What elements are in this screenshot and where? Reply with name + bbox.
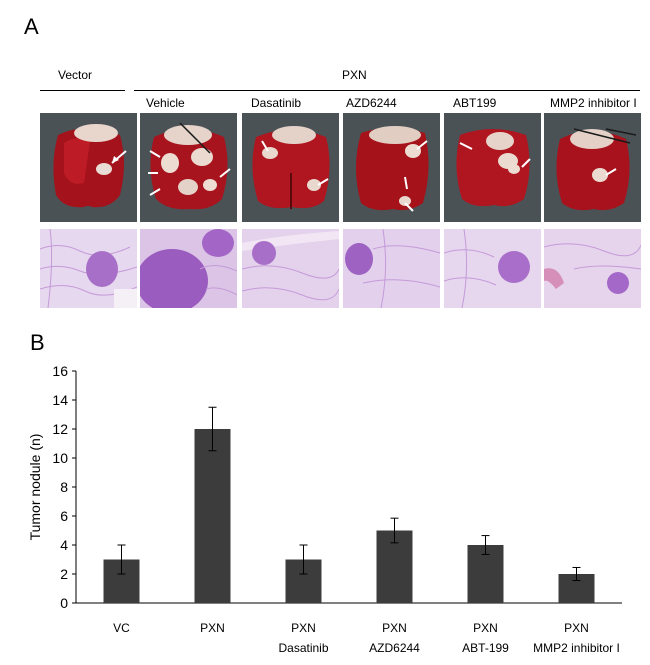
column-label-vehicle: Vehicle [146,96,185,110]
histology-vector [40,229,137,308]
lung-photo-vector [40,113,137,222]
histology-dasatinib [242,229,339,308]
x-tick-label: Dasatinib [278,641,328,655]
x-tick-label: PXN [473,621,498,635]
panel-b-label: B [30,330,45,355]
x-tick-label: PXN [291,621,316,635]
histology-abt199 [444,229,541,308]
x-tick-label: PXN [564,621,589,635]
bar [194,429,231,603]
column-label-azd6244: AZD6244 [346,96,397,110]
y-tick-label: 6 [60,508,68,524]
x-tick-label: MMP2 inhibitor I [533,641,620,655]
x-tick-label: PXN [382,621,407,635]
y-tick-label: 4 [60,537,68,553]
y-axis-title: Tumor nodule (n) [27,434,43,541]
histology-azd6244 [343,229,440,308]
panel-a-label: A [24,14,39,39]
column-label-mmp2-inhibitor: MMP2 inhibitor I [550,96,637,110]
y-tick-label: 8 [60,479,68,495]
lung-photo-azd6244 [343,113,440,222]
x-tick-label: PXN [200,621,225,635]
lung-photo-dasatinib [242,113,339,222]
y-tick-label: 2 [60,566,68,582]
column-label-abt199: ABT199 [453,96,497,110]
y-tick-label: 10 [52,450,68,466]
x-tick-label: AZD6244 [369,641,420,655]
pxn-group-bracket [134,90,640,91]
pxn-group-label: PXN [342,68,367,82]
y-tick-label: 0 [60,595,68,611]
histology-mmp2-inhibitor [544,229,641,308]
vector-group-label: Vector [58,68,93,82]
y-tick-label: 16 [52,363,68,379]
lung-photo-vehicle [140,113,237,222]
histology-vehicle [140,229,237,308]
lung-photo-mmp2-inhibitor [544,113,641,222]
x-tick-label: ABT-199 [462,641,509,655]
y-tick-label: 12 [52,421,68,437]
y-tick-label: 14 [52,392,68,408]
vector-group-bracket [40,90,125,91]
x-tick-label: VC [113,621,130,635]
lung-photo-abt199 [444,113,541,222]
column-label-dasatinib: Dasatinib [251,96,302,110]
